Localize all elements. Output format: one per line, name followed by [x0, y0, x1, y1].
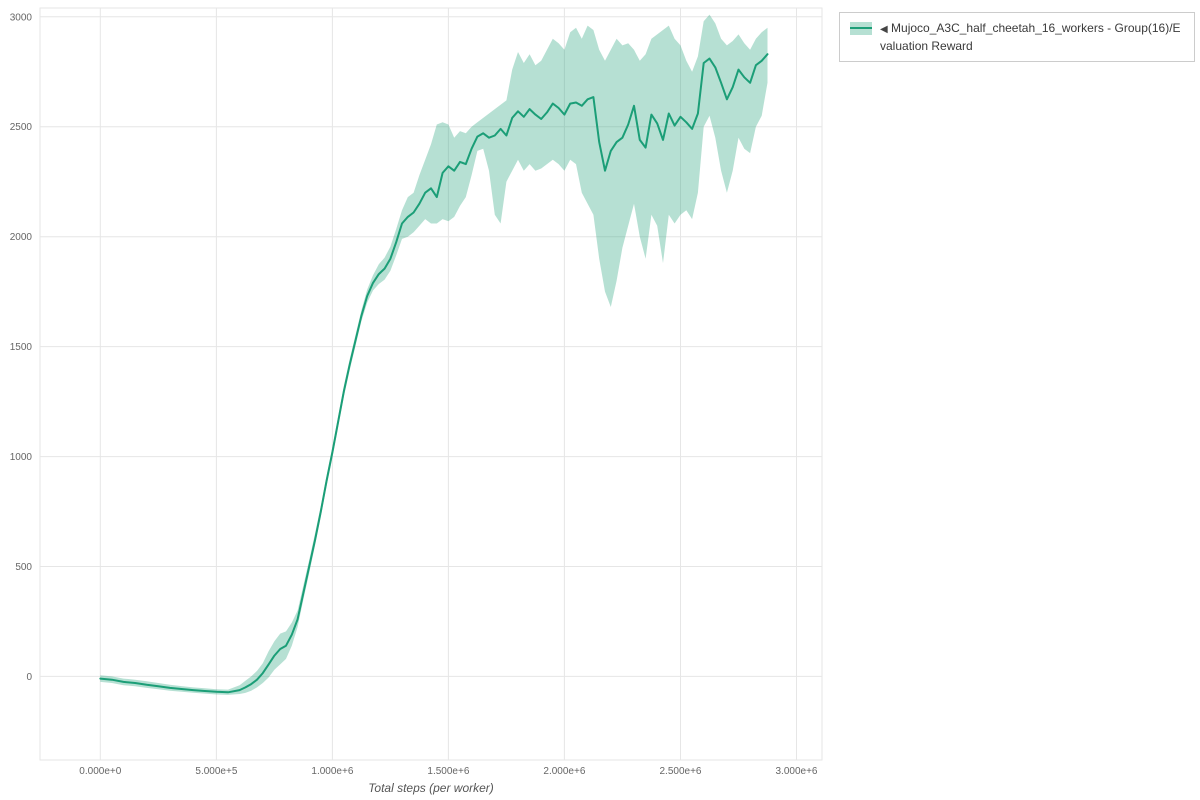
svg-text:3.000e+6: 3.000e+6: [776, 766, 818, 777]
legend[interactable]: ◀ Mujoco_A3C_half_cheetah_16_workers - G…: [839, 12, 1195, 62]
legend-collapse-icon[interactable]: ◀: [880, 24, 888, 35]
svg-text:2.000e+6: 2.000e+6: [543, 766, 585, 777]
svg-text:2.500e+6: 2.500e+6: [660, 766, 702, 777]
svg-text:1.500e+6: 1.500e+6: [427, 766, 469, 777]
x-axis-title: Total steps (per worker): [368, 781, 494, 795]
svg-text:1500: 1500: [10, 342, 33, 353]
legend-label: Mujoco_A3C_half_cheetah_16_workers - Gro…: [880, 21, 1181, 53]
svg-text:1.000e+6: 1.000e+6: [311, 766, 353, 777]
svg-text:0: 0: [26, 672, 32, 683]
svg-text:5.000e+5: 5.000e+5: [195, 766, 237, 777]
svg-text:2000: 2000: [10, 232, 33, 243]
svg-text:3000: 3000: [10, 12, 33, 23]
svg-text:500: 500: [15, 562, 32, 573]
svg-text:0.000e+0: 0.000e+0: [79, 766, 121, 777]
svg-text:2500: 2500: [10, 122, 33, 133]
legend-entry[interactable]: ◀ Mujoco_A3C_half_cheetah_16_workers - G…: [880, 20, 1184, 54]
svg-text:1000: 1000: [10, 452, 33, 463]
legend-swatch-line: [850, 27, 872, 29]
legend-swatch: [850, 22, 872, 35]
